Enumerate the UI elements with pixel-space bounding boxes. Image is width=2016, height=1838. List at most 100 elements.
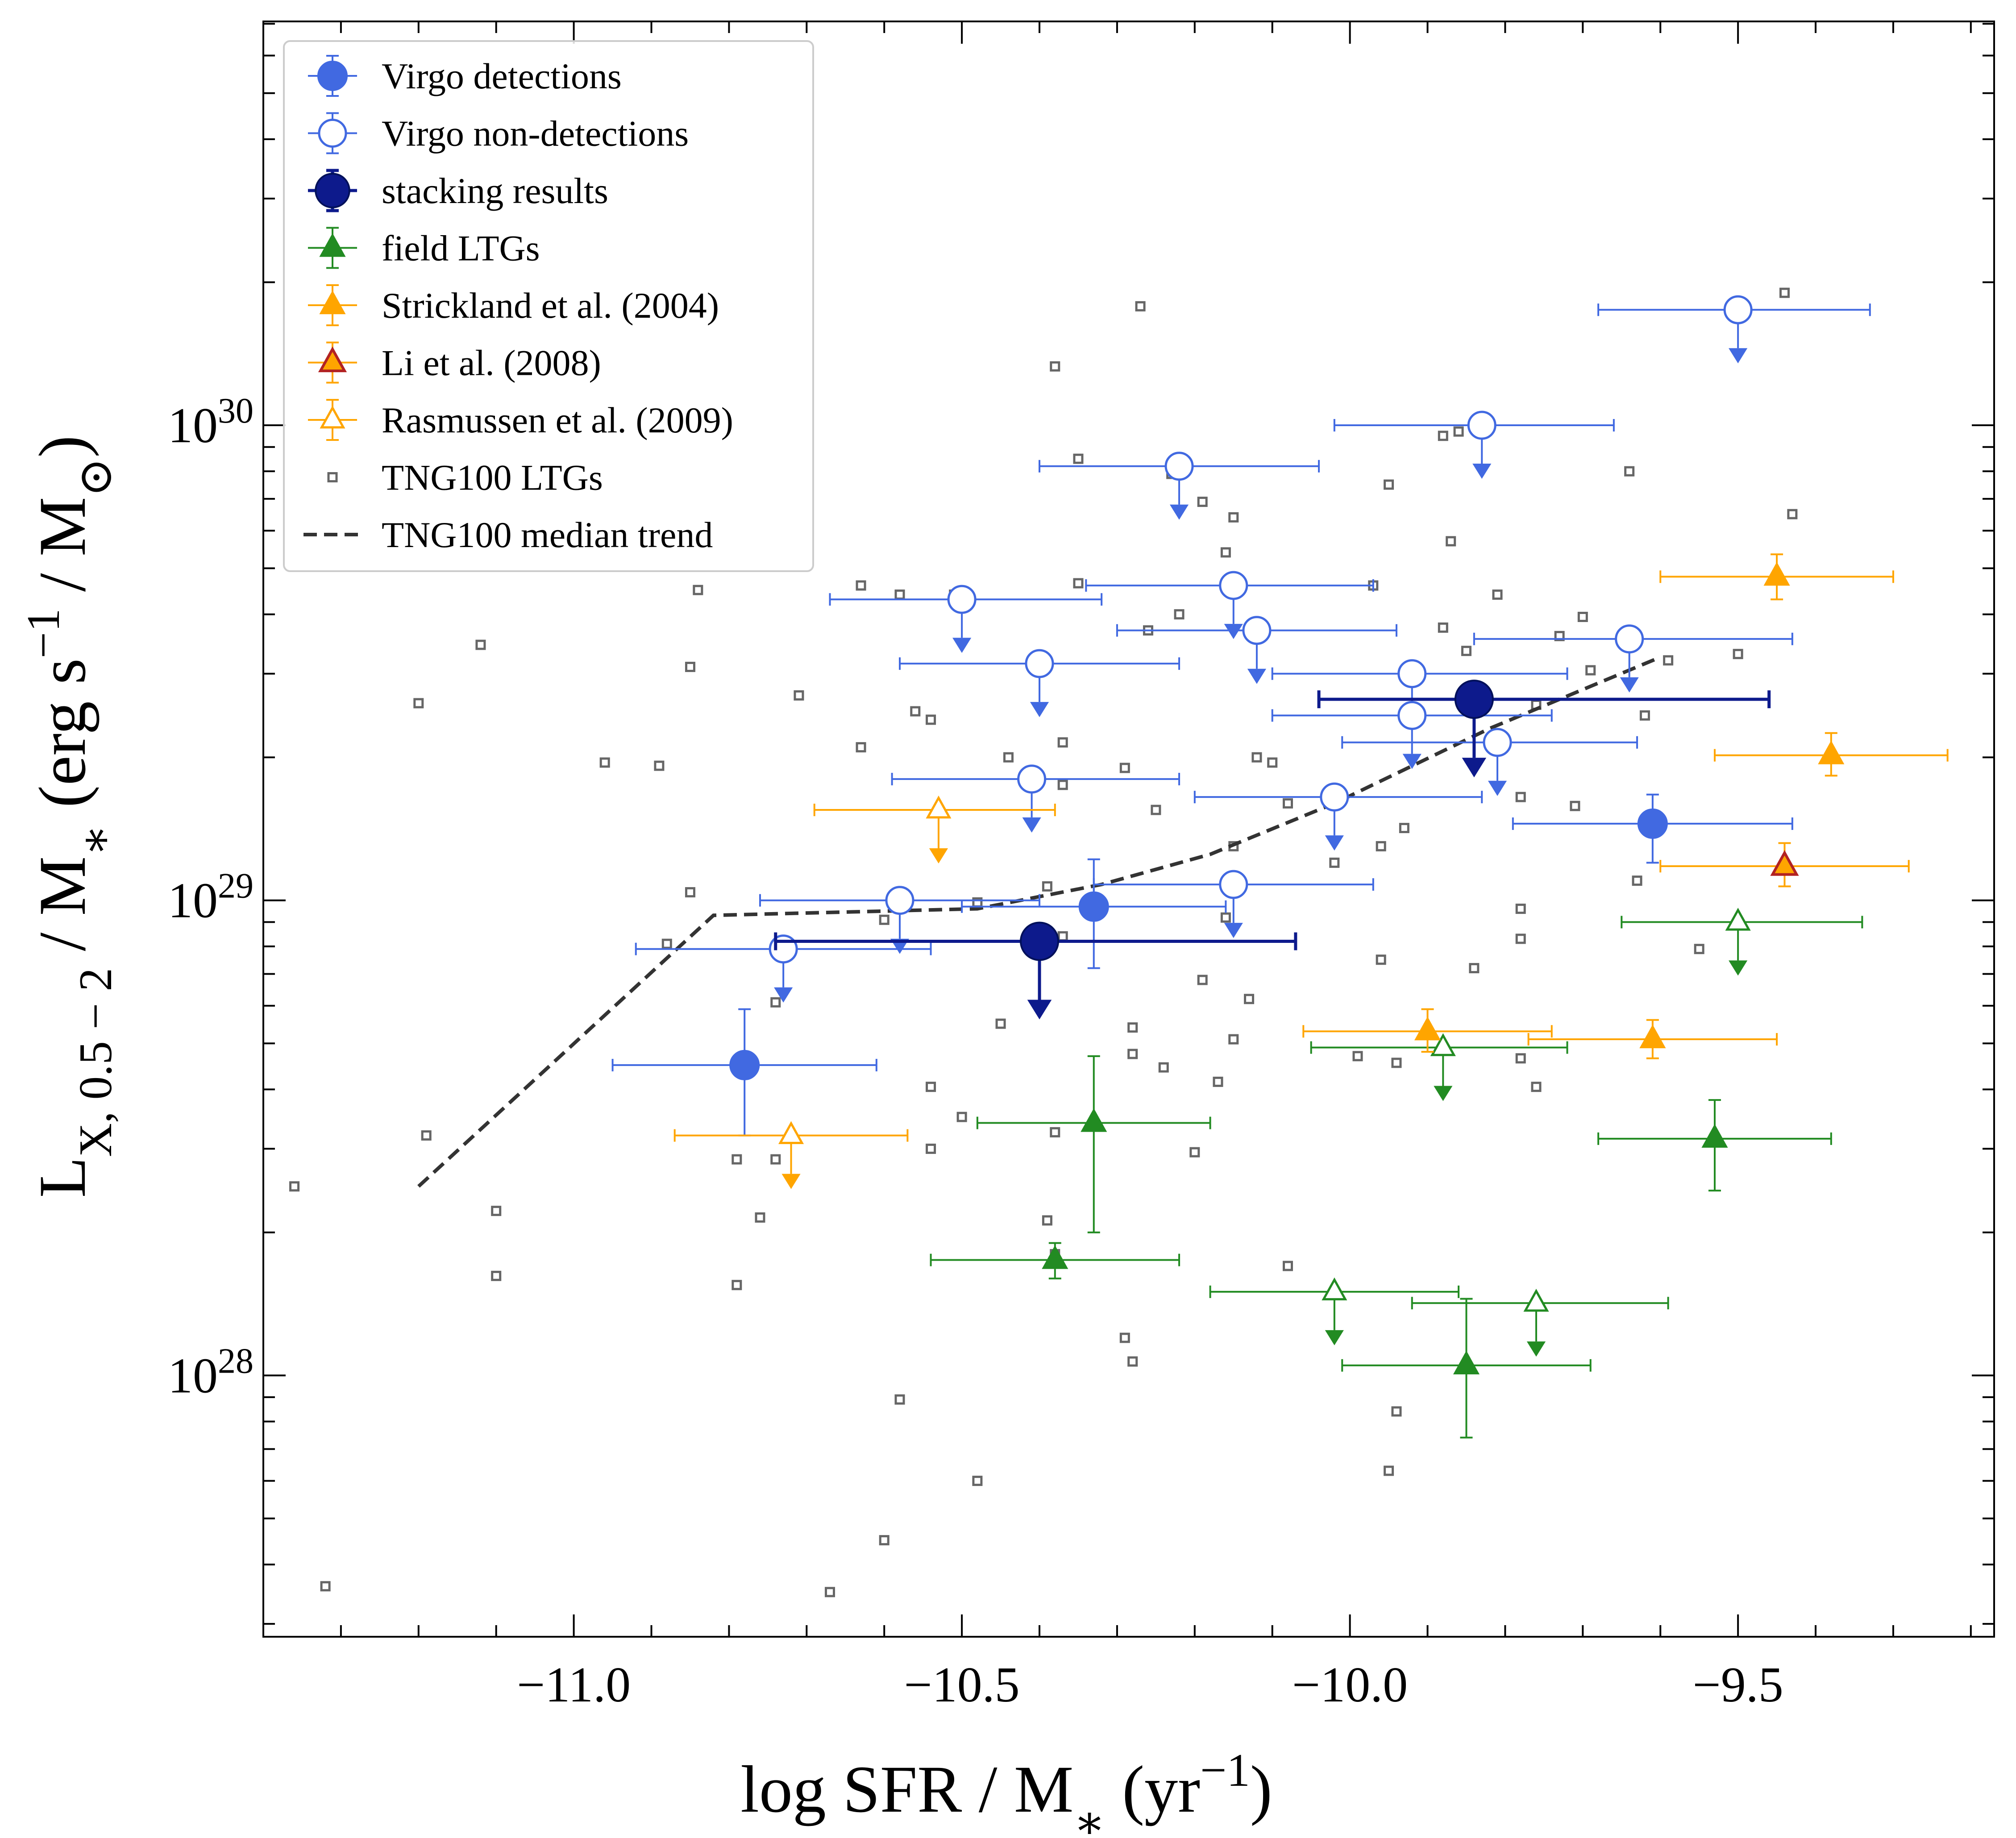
tng-point bbox=[794, 690, 804, 701]
virgo_ul-point bbox=[1116, 616, 1397, 684]
y-tick-exponent: 29 bbox=[218, 867, 254, 906]
tng-point bbox=[1127, 1356, 1138, 1367]
tng-point bbox=[1158, 1062, 1169, 1073]
tng-point bbox=[1050, 361, 1060, 372]
tng-point bbox=[824, 1587, 835, 1597]
legend-entry-virgo_det: Virgo detections bbox=[308, 55, 622, 97]
tng-point bbox=[1570, 801, 1580, 811]
tng-point bbox=[894, 1394, 905, 1405]
legend-label: Strickland et al. (2004) bbox=[382, 285, 719, 326]
x-tick-label: −10.0 bbox=[1292, 1657, 1408, 1713]
tng-point bbox=[1469, 963, 1480, 974]
y-tick-label: 1030 bbox=[168, 391, 254, 453]
tng-point bbox=[1267, 757, 1278, 768]
tng-point bbox=[1376, 954, 1386, 965]
tng-point bbox=[879, 1535, 890, 1546]
stack_ul-point bbox=[774, 921, 1297, 1020]
axis-ticks: −11.0 −10.5 −10.0 −9.5 1028 1029 1030 bbox=[168, 21, 1994, 1713]
tng-point bbox=[1329, 857, 1340, 868]
tng-point bbox=[1453, 426, 1464, 437]
tng-point bbox=[956, 1112, 967, 1122]
tng-point bbox=[1663, 655, 1674, 666]
tng-point bbox=[1174, 609, 1185, 620]
tng-point bbox=[599, 757, 610, 768]
tng-point bbox=[770, 1154, 781, 1165]
tng-point bbox=[1228, 512, 1239, 523]
legend-entry-median: TNG100 median trend bbox=[303, 514, 713, 555]
field_ul-point bbox=[1310, 1033, 1568, 1101]
tng-point bbox=[1733, 649, 1743, 660]
virgo_ul-point bbox=[891, 764, 1181, 833]
x-axis-title: log SFR / M∗ (yr−1) bbox=[740, 1744, 1272, 1838]
tng-point bbox=[685, 887, 695, 898]
field_det-point bbox=[930, 1242, 1181, 1280]
tng-point bbox=[1399, 823, 1409, 834]
virgo_ul-point bbox=[1193, 782, 1483, 851]
median-trend-line bbox=[417, 656, 1661, 1188]
virgo_ul-point bbox=[1271, 701, 1553, 769]
data-series bbox=[611, 295, 1949, 1439]
y-axis-title: LX, 0.5 − 2 / M∗ (erg s−1 / M⊙) bbox=[17, 436, 121, 1198]
tng-point bbox=[1624, 466, 1635, 477]
tng-point bbox=[1492, 589, 1503, 600]
tng-point bbox=[661, 938, 672, 949]
tng-point bbox=[1461, 646, 1471, 656]
virgo_ul-point bbox=[829, 585, 1103, 653]
legend-label: TNG100 median trend bbox=[382, 514, 713, 555]
tng-point bbox=[1515, 934, 1526, 944]
virgo_ul-point bbox=[1271, 659, 1568, 727]
tng-point bbox=[1003, 752, 1014, 763]
legend-box bbox=[283, 40, 814, 572]
tng-point bbox=[1577, 612, 1588, 622]
tng-point bbox=[413, 698, 424, 709]
virgo_ul-point bbox=[1473, 624, 1793, 693]
legend-label: stacking results bbox=[382, 170, 608, 211]
tng-point bbox=[1197, 497, 1208, 507]
virgo_det-point bbox=[961, 858, 1227, 969]
tng-point bbox=[1384, 479, 1394, 490]
tng-point bbox=[995, 1018, 1006, 1029]
field_det-point bbox=[1341, 1298, 1592, 1439]
tng-point bbox=[856, 742, 866, 753]
tng-point bbox=[856, 580, 866, 591]
tng-point bbox=[1220, 912, 1231, 923]
tng-point bbox=[1251, 752, 1262, 763]
tng-point bbox=[1352, 1051, 1363, 1062]
tng-point bbox=[1694, 944, 1704, 954]
virgo_ul-point bbox=[1085, 571, 1374, 639]
median-trend bbox=[417, 656, 1661, 1188]
virgo_det-point bbox=[1512, 793, 1793, 864]
tng-point bbox=[1585, 665, 1596, 676]
tng-point bbox=[1438, 431, 1448, 441]
tng-point bbox=[1244, 994, 1255, 1004]
tng-point bbox=[1282, 798, 1293, 809]
tng-point bbox=[1787, 509, 1798, 519]
tng-point bbox=[879, 914, 890, 925]
tng-point bbox=[1127, 1022, 1138, 1033]
tng-point bbox=[1384, 1465, 1394, 1476]
tng-point bbox=[1515, 792, 1526, 802]
tng-point bbox=[1515, 1053, 1526, 1064]
strickland-point bbox=[1302, 1008, 1553, 1053]
tng-point bbox=[1119, 1332, 1130, 1343]
tng-point bbox=[685, 662, 695, 672]
tng-point bbox=[1531, 1082, 1542, 1092]
tng-point bbox=[770, 997, 781, 1008]
strickland-point bbox=[1527, 1019, 1778, 1059]
tng-point bbox=[1057, 931, 1068, 942]
virgo_ul-point bbox=[1341, 728, 1638, 796]
tng-point bbox=[1220, 547, 1231, 558]
field_det-point bbox=[976, 1055, 1211, 1233]
tng-point bbox=[1228, 1034, 1239, 1045]
stack_ul-point bbox=[1317, 680, 1771, 778]
tng-point bbox=[1057, 737, 1068, 748]
field_ul-point bbox=[1411, 1289, 1669, 1357]
legend-entry-strickland: Strickland et al. (2004) bbox=[308, 284, 719, 326]
legend-label: Virgo detections bbox=[382, 56, 622, 96]
strickland-point bbox=[1659, 553, 1894, 601]
tng-point bbox=[910, 706, 921, 717]
virgo_ul-point bbox=[759, 886, 1041, 954]
legend-marker bbox=[327, 472, 338, 482]
legend-entry-field_det: field LTGs bbox=[308, 227, 540, 269]
field_ul-point bbox=[1621, 908, 1863, 976]
